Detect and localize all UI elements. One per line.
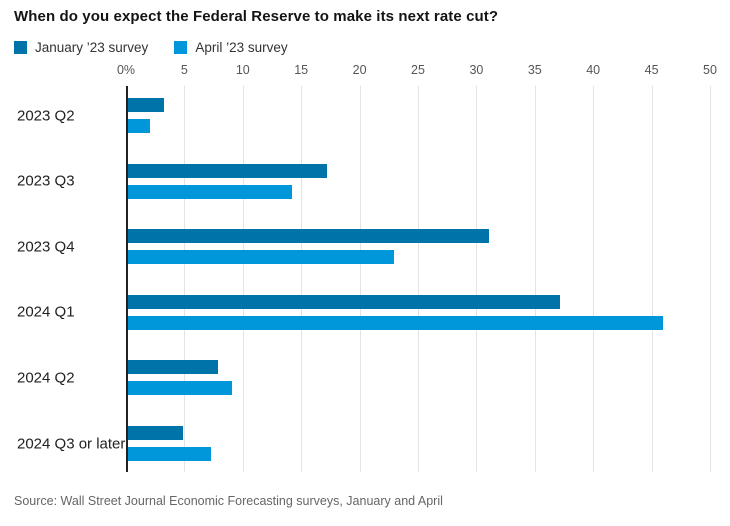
grid-line [593,86,595,472]
bar-january [128,229,489,243]
x-tick-label: 25 [411,63,425,77]
plot-area [126,86,711,472]
category-label: 2024 Q1 [17,303,75,321]
grid-line [301,86,303,472]
category-label: 2023 Q2 [17,107,75,125]
x-tick-label: 35 [527,63,542,77]
bar-april [128,316,663,330]
chart-title: When do you expect the Federal Reserve t… [14,8,499,25]
grid-line [651,86,653,472]
category-label: 2023 Q4 [17,238,75,256]
grid-line [710,86,711,472]
legend-label-january: January ’23 survey [35,40,149,55]
category-label: 2024 Q2 [17,369,75,387]
grid-line [184,86,186,472]
bar-april [128,250,394,264]
category-label: 2024 Q3 or later [17,435,126,453]
bar-april [128,119,150,133]
grid-line [418,86,419,472]
april-series-swatch [174,41,188,54]
legend-item-january: January ’23 survey [14,40,148,55]
x-tick-label: 10 [235,63,250,77]
bar-january [128,164,327,178]
grid-line [534,86,536,472]
category-label: 2023 Q3 [17,172,75,190]
grid-line [359,86,361,472]
legend-label-april: April ’23 survey [195,40,288,55]
x-tick-label: 15 [294,63,309,77]
bar-april [128,185,292,199]
bar-january [128,98,164,112]
legend-item-april: April ’23 survey [174,40,288,55]
x-tick-label: 5 [180,63,188,77]
x-tick-label: 40 [586,63,601,77]
january-series-swatch [14,41,27,54]
grid-line [242,86,244,472]
x-tick-label: 20 [352,63,367,77]
x-tick-label: 50 [703,63,717,77]
x-tick-label: 45 [644,63,659,77]
bar-january [128,360,218,374]
bar-april [128,447,211,461]
bar-january [128,295,560,309]
bar-april [128,381,232,395]
chart-legend: January ’23 survey April ’23 survey [14,40,288,55]
grid-line [476,86,478,472]
bar-january [128,426,183,440]
source-note: Source: Wall Street Journal Economic For… [14,494,443,508]
y-axis-line [126,86,128,472]
x-tick-label: 0% [116,63,136,77]
x-tick-label: 30 [469,63,484,77]
